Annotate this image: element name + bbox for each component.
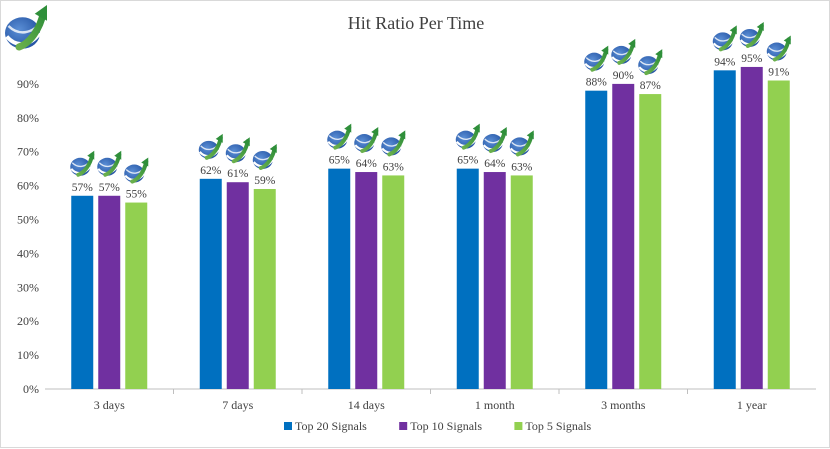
rising-arrow-globe-icon — [196, 131, 225, 161]
y-tick-label: 80% — [17, 111, 39, 125]
logo-icons-group — [68, 19, 793, 185]
data-label: 64% — [356, 158, 378, 170]
y-tick-label: 20% — [17, 314, 39, 328]
rising-arrow-globe-icon — [325, 121, 354, 151]
bar — [740, 66, 763, 389]
rising-arrow-globe-icon — [480, 125, 509, 155]
data-label: 87% — [640, 80, 662, 92]
bar — [585, 90, 608, 390]
legend-swatch — [284, 422, 292, 430]
x-tick-label: 1 month — [475, 398, 515, 412]
y-tick-label: 60% — [17, 179, 39, 193]
rising-arrow-globe-icon — [68, 148, 97, 178]
x-tick-label: 14 days — [348, 398, 385, 412]
bar — [328, 168, 351, 389]
data-label: 63% — [511, 161, 533, 173]
x-axis: 3 days 7 days 14 days 1 month 3 months 1 year — [45, 388, 816, 412]
data-label: 65% — [457, 155, 479, 167]
y-tick-label: 40% — [17, 246, 39, 260]
data-label: 88% — [586, 77, 608, 89]
bar — [639, 94, 662, 389]
data-labels-group: 57% 57% 55% 62% 61% 59% 65% 64% 63% 65% 64% 63% 88% 9… — [72, 53, 790, 201]
y-tick-label: 10% — [17, 348, 39, 362]
legend: Top 20 Signals Top 10 Signals Top 5 Signal… — [284, 419, 592, 433]
data-label: 95% — [741, 53, 763, 65]
rising-arrow-globe-icon — [764, 33, 793, 63]
data-label: 63% — [383, 161, 405, 173]
rising-arrow-globe-icon — [122, 155, 151, 185]
legend-swatch — [514, 422, 523, 430]
data-label: 90% — [613, 70, 635, 82]
legend-label: Top 10 Signals — [410, 419, 482, 433]
legend-label: Top 20 Signals — [295, 419, 367, 433]
data-label: 64% — [484, 158, 506, 170]
rising-arrow-globe-icon — [737, 19, 766, 49]
rising-arrow-globe-icon — [453, 121, 482, 151]
y-tick-label: 0% — [23, 382, 39, 396]
rising-arrow-globe-icon — [582, 43, 611, 73]
data-label: 61% — [227, 168, 249, 180]
rising-arrow-globe-icon — [95, 148, 124, 178]
bar — [226, 182, 249, 389]
bar — [71, 195, 94, 389]
data-label: 59% — [254, 175, 276, 187]
bar — [767, 80, 790, 389]
x-tick-label: 3 months — [601, 398, 646, 412]
data-label: 91% — [768, 67, 790, 79]
bar — [382, 175, 405, 389]
bar — [98, 195, 121, 389]
rising-arrow-globe-icon — [636, 47, 665, 77]
rising-arrow-globe-icon — [507, 128, 536, 158]
y-tick-label: 50% — [17, 213, 39, 227]
rising-arrow-globe-icon — [250, 141, 279, 171]
data-label: 57% — [72, 182, 94, 194]
y-tick-label: 30% — [17, 280, 39, 294]
y-tick-label: 90% — [17, 77, 39, 91]
rising-arrow-globe-icon — [710, 23, 739, 53]
x-tick-label: 1 year — [737, 398, 767, 412]
rising-arrow-globe-icon — [223, 135, 252, 165]
x-tick-label: 7 days — [222, 398, 253, 412]
legend-swatch — [399, 422, 408, 430]
bar — [612, 83, 635, 390]
bar-series-group — [71, 66, 790, 390]
legend-label: Top 5 Signals — [525, 419, 591, 433]
chart-title: Hit Ratio Per Time — [348, 13, 485, 33]
brand-logo-icon — [5, 5, 47, 49]
data-label: 62% — [200, 165, 222, 177]
x-tick-label: 3 days — [94, 398, 125, 412]
data-label: 57% — [99, 182, 121, 194]
data-label: 94% — [714, 56, 736, 68]
bar — [483, 172, 506, 389]
data-label: 55% — [126, 189, 148, 201]
bar — [510, 175, 533, 389]
bar — [456, 168, 479, 389]
data-label: 65% — [329, 155, 351, 167]
bar — [713, 70, 736, 389]
y-axis: 0% 10% 20% 30% 40% 50% 60% 70% 80% 90% — [17, 77, 39, 396]
rising-arrow-globe-icon — [352, 125, 381, 155]
bar — [125, 202, 148, 389]
y-tick-label: 70% — [17, 145, 39, 159]
bar — [355, 172, 378, 389]
bar — [199, 178, 222, 389]
bar — [253, 188, 276, 389]
corner-logo-icon — [5, 5, 47, 49]
rising-arrow-globe-icon — [379, 128, 408, 158]
rising-arrow-globe-icon — [609, 36, 638, 66]
